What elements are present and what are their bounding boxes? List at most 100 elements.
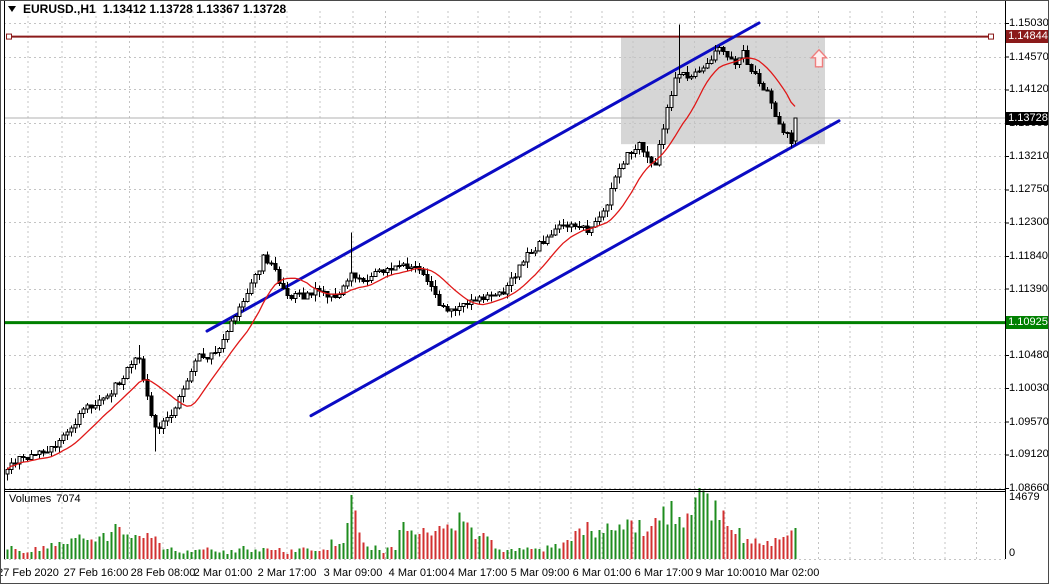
candle-body: [545, 236, 550, 244]
candle: [697, 66, 702, 74]
channel-upper-trendline[interactable]: [205, 21, 761, 333]
volume-bar: [254, 549, 257, 559]
candle-body: [481, 296, 486, 300]
candle: [189, 368, 194, 384]
volume-bar: [310, 550, 313, 559]
moving-average-line: [6, 57, 796, 471]
volume-bar: [542, 551, 545, 559]
candle: [481, 294, 486, 304]
candle: [785, 131, 790, 138]
candle-body: [349, 272, 354, 282]
candle-body: [681, 71, 686, 75]
candle: [661, 123, 666, 150]
candle: [69, 425, 74, 437]
volume-bar: [262, 548, 265, 559]
volume-bar: [290, 549, 293, 559]
volume-bar: [202, 549, 205, 559]
candle-body: [381, 269, 386, 274]
candle: [153, 414, 158, 452]
volume-bar: [706, 493, 709, 559]
resistance-line-handle[interactable]: [6, 33, 12, 40]
candle-body: [565, 224, 570, 228]
candle-body: [293, 292, 298, 300]
candle: [461, 303, 466, 313]
candle: [109, 389, 114, 403]
candle: [297, 289, 302, 297]
volume-bar: [406, 531, 409, 559]
candle: [273, 256, 278, 272]
candle: [533, 246, 538, 257]
symbol-dropdown-icon[interactable]: [8, 6, 16, 12]
time-axis-label: 10 Mar 02:00: [754, 567, 820, 579]
price-tick-label: 1.11390: [1009, 282, 1048, 295]
channel-lower-trendline[interactable]: [309, 119, 841, 418]
volume-bar: [106, 540, 109, 559]
candle: [753, 65, 758, 75]
volume-bar: [378, 549, 381, 559]
candle: [509, 272, 514, 292]
grid: [4, 11, 1005, 560]
candle-body: [421, 269, 426, 275]
candle-body: [61, 434, 66, 441]
candle-body: [665, 107, 670, 130]
candle-body: [685, 71, 690, 79]
volume-bar: [370, 549, 373, 559]
volume-bar: [186, 550, 189, 559]
candle: [201, 348, 206, 360]
candle: [597, 211, 602, 226]
candle: [213, 346, 218, 355]
price-tick-label: 1.10030: [1009, 381, 1049, 394]
volume-bar: [578, 528, 581, 559]
candle-body: [157, 426, 162, 430]
candle: [549, 230, 554, 238]
candle-body: [741, 50, 746, 59]
candle-body: [429, 281, 434, 287]
time-axis-label: 28 Feb 08:00: [130, 567, 196, 579]
candle-body: [493, 294, 498, 297]
volume-bar: [66, 543, 69, 559]
candle-body: [269, 262, 274, 265]
volume-bar: [302, 547, 305, 559]
resistance-line-handle[interactable]: [988, 33, 994, 40]
up-arrow-icon[interactable]: [809, 48, 829, 68]
candle-body: [441, 304, 446, 307]
volume-bar: [746, 539, 749, 559]
candle: [529, 248, 534, 255]
candle: [165, 411, 170, 426]
candle: [453, 306, 458, 317]
candle: [21, 453, 26, 463]
candle: [633, 144, 638, 158]
price-tick-label: 1.15030: [1009, 17, 1049, 29]
candle: [353, 272, 358, 283]
candle: [33, 453, 38, 456]
candle: [277, 266, 282, 286]
candle: [709, 55, 714, 65]
candle-body: [161, 420, 166, 430]
candle-body: [577, 225, 582, 228]
volume-bar: [610, 530, 613, 559]
candle: [693, 68, 698, 79]
candle: [369, 272, 374, 284]
volume-bar: [462, 521, 465, 559]
candle-body: [653, 162, 658, 166]
price-tick-label: 1.13210: [1009, 149, 1049, 162]
volume-bar: [386, 547, 389, 559]
price-tick-label: 1.10480: [1009, 349, 1049, 362]
candle-body: [153, 415, 158, 428]
volume-bar: [194, 549, 197, 559]
volume-bar: [362, 542, 365, 559]
time-axis-label: 2 Mar 01:00: [193, 567, 253, 579]
candle: [77, 410, 82, 428]
time-axis-label: 6 Mar 01:00: [572, 567, 632, 579]
volume-bar: [330, 539, 333, 559]
volume-bar: [258, 551, 261, 559]
candle-body: [261, 254, 266, 272]
candle: [345, 278, 350, 290]
candle: [169, 409, 174, 423]
candle: [269, 260, 274, 266]
candle: [617, 163, 622, 184]
candle: [501, 287, 506, 295]
candle: [525, 247, 530, 268]
volume-bar: [714, 500, 717, 559]
candle-body: [645, 151, 650, 158]
